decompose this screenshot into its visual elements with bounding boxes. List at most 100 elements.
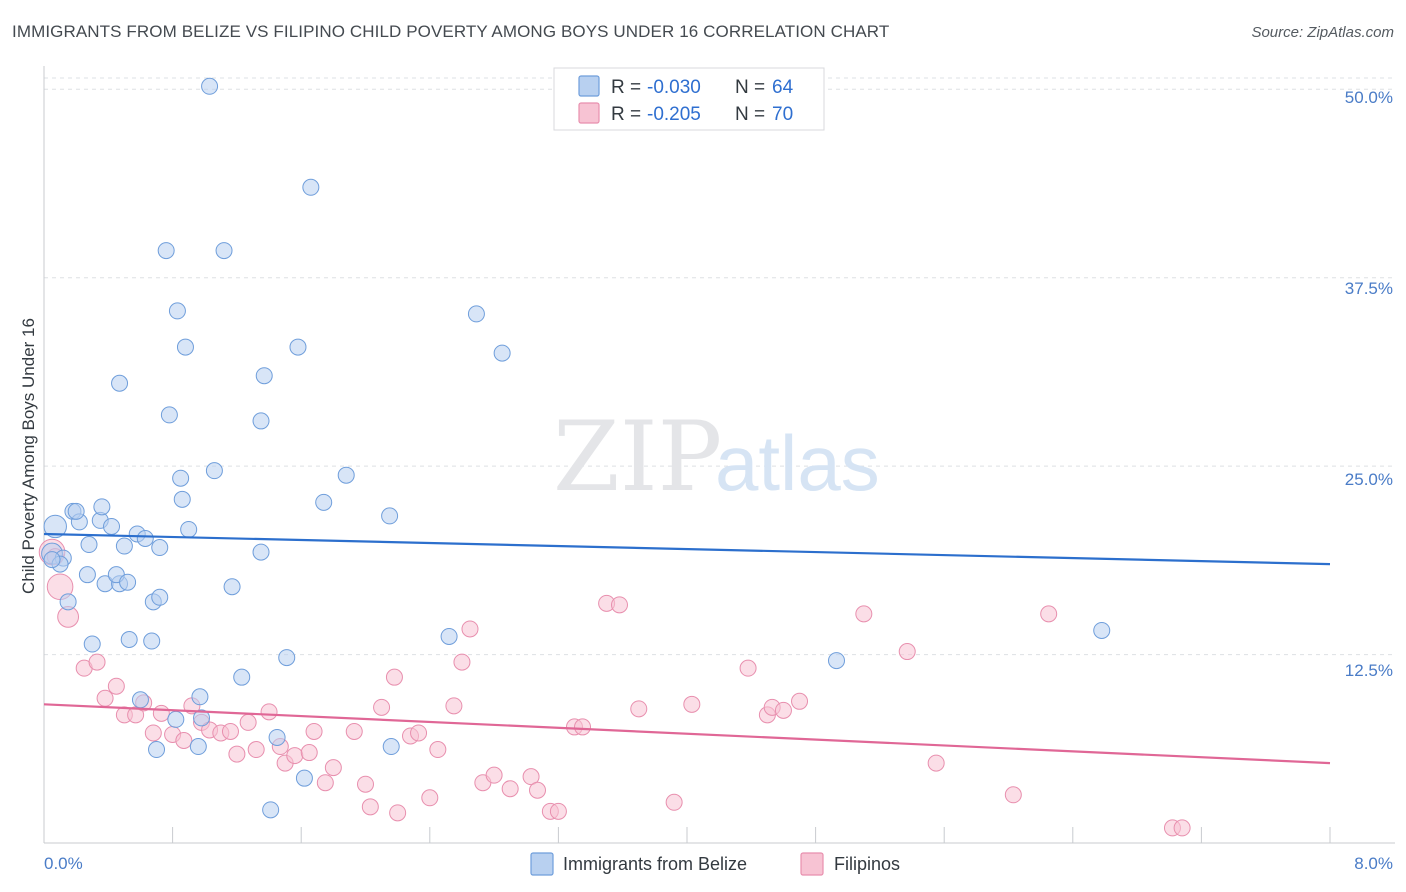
scatter-points	[38, 77, 1191, 837]
belize-point	[131, 691, 149, 709]
belize-point	[160, 406, 178, 424]
belize-point	[295, 769, 313, 787]
belize-point	[193, 709, 211, 727]
filipino-point	[96, 689, 114, 707]
belize-point	[302, 178, 320, 196]
filipino-trend-line	[43, 703, 1331, 765]
filipino-point	[485, 766, 503, 784]
legend-n-label: N =	[735, 104, 765, 125]
belize-trend-line	[43, 532, 1331, 566]
filipino-point	[228, 745, 246, 763]
belize-point	[173, 490, 191, 508]
belize-point	[151, 588, 169, 606]
x-tick-label-start: 0.0%	[44, 854, 83, 873]
legend-r-label: R =	[611, 104, 641, 125]
y-tick-label: 25.0%	[1345, 470, 1393, 489]
filipino-point	[175, 731, 193, 749]
series-legend-swatch-filipinos	[800, 852, 824, 876]
filipino-point	[410, 724, 428, 742]
filipino-point	[361, 798, 379, 816]
x-tick-label-end: 8.0%	[1354, 854, 1393, 873]
filipino-point	[429, 741, 447, 759]
belize-point	[115, 537, 133, 555]
belize-point	[289, 338, 307, 356]
filipino-point	[373, 698, 391, 716]
filipino-point	[461, 620, 479, 638]
filipino-point	[107, 677, 125, 695]
filipino-point	[665, 793, 683, 811]
filipino-point	[927, 754, 945, 772]
belize-point	[80, 536, 98, 554]
filipino-point	[300, 744, 318, 762]
y-tick-labels: 12.5% 25.0% 37.5% 50.0%	[1345, 88, 1393, 680]
belize-point	[167, 710, 185, 728]
filipino-point	[260, 703, 278, 721]
belize-point	[120, 631, 138, 649]
filipino-point	[152, 704, 170, 722]
belize-point	[381, 507, 399, 525]
filipino-point	[739, 659, 757, 677]
belize-point	[180, 520, 198, 538]
belize-point	[278, 649, 296, 667]
belize-point	[1093, 621, 1111, 639]
filipino-point	[898, 643, 916, 661]
filipino-point	[453, 653, 471, 671]
filipino-point	[1040, 605, 1058, 623]
belize-point	[59, 593, 77, 611]
belize-point	[315, 493, 333, 511]
chart-title: IMMIGRANTS FROM BELIZE VS FILIPINO CHILD…	[12, 22, 890, 41]
watermark-atlas: atlas	[715, 419, 880, 507]
belize-point	[268, 728, 286, 746]
belize-point	[440, 627, 458, 645]
belize-point	[201, 77, 219, 95]
belize-point	[111, 374, 129, 392]
filipino-point	[389, 804, 407, 822]
filipino-point	[127, 706, 145, 724]
filipino-point	[574, 718, 592, 736]
legend-n-label: N =	[735, 77, 765, 98]
belize-point	[151, 539, 169, 557]
belize-point	[252, 543, 270, 561]
filipino-point	[445, 697, 463, 715]
belize-point	[83, 635, 101, 653]
filipino-point	[774, 701, 792, 719]
belize-point	[255, 367, 273, 385]
filipino-point	[630, 700, 648, 718]
belize-point	[252, 412, 270, 430]
y-tick-label: 50.0%	[1345, 88, 1393, 107]
belize-point	[827, 652, 845, 670]
series-legend-label: Filipinos	[834, 854, 900, 874]
belize-point	[382, 738, 400, 756]
filipino-point	[88, 653, 106, 671]
belize-point	[215, 242, 233, 260]
belize-point	[148, 741, 166, 759]
belize-point	[143, 632, 161, 650]
correlation-legend: R = -0.030 N = 64 R = -0.205 N = 70	[553, 67, 825, 131]
trend-lines	[43, 532, 1331, 765]
belize-point	[191, 688, 209, 706]
filipino-point	[529, 781, 547, 799]
filipino-point	[385, 668, 403, 686]
belize-point	[205, 462, 223, 480]
belize-point	[103, 517, 121, 535]
filipino-point	[421, 789, 439, 807]
filipino-point	[501, 780, 519, 798]
belize-point	[43, 551, 61, 569]
belize-point	[233, 668, 251, 686]
filipino-point	[221, 722, 239, 740]
filipino-point	[357, 775, 374, 793]
filipino-point	[1173, 819, 1191, 837]
legend-r-value: -0.205	[647, 104, 701, 125]
y-tick-label: 37.5%	[1345, 279, 1393, 298]
belize-point	[467, 305, 485, 323]
belize-point	[189, 738, 207, 756]
series-legend: Immigrants from Belize Filipinos	[530, 852, 900, 876]
legend-swatch-filipinos	[578, 102, 600, 124]
legend-swatch-belize	[578, 75, 600, 97]
filipino-point	[247, 741, 265, 759]
belize-point	[136, 530, 154, 548]
series-legend-swatch-belize	[530, 852, 554, 876]
filipino-point	[345, 722, 363, 740]
chart-source: Source: ZipAtlas.com	[1251, 24, 1394, 41]
series-legend-label: Immigrants from Belize	[563, 854, 747, 874]
